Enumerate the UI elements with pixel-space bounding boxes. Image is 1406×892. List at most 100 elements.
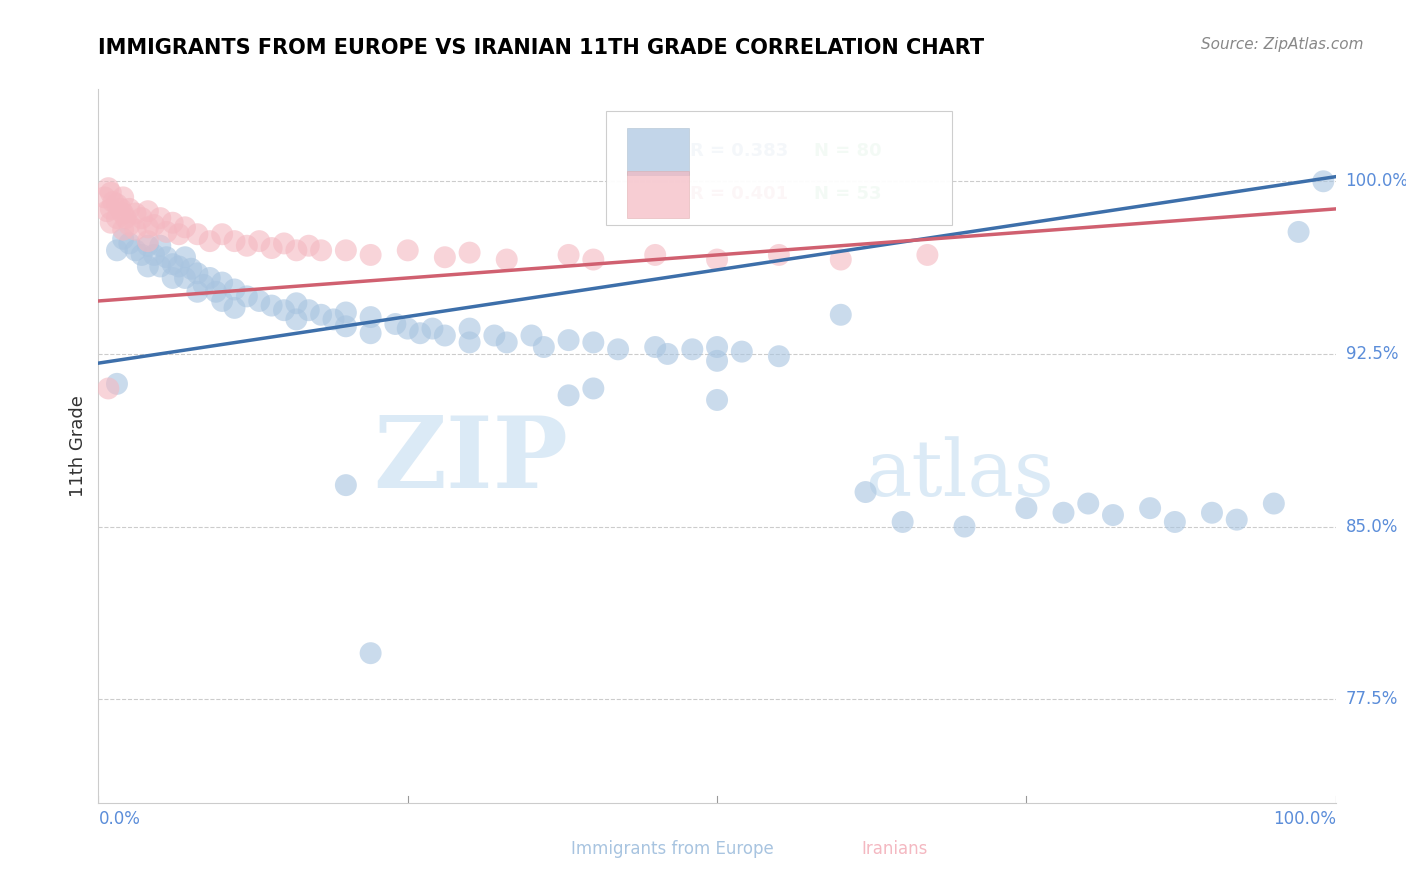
Point bbox=[433, 328, 456, 343]
Point bbox=[110, 202, 132, 216]
Point bbox=[768, 349, 790, 363]
Point bbox=[97, 181, 120, 195]
Point bbox=[103, 194, 125, 209]
FancyBboxPatch shape bbox=[806, 838, 860, 862]
Point bbox=[1312, 174, 1334, 188]
Point bbox=[1102, 508, 1125, 522]
Point bbox=[384, 317, 406, 331]
Point bbox=[917, 248, 939, 262]
Point bbox=[706, 354, 728, 368]
Point bbox=[706, 340, 728, 354]
Point bbox=[953, 519, 976, 533]
Point bbox=[309, 244, 332, 258]
Point bbox=[582, 381, 605, 395]
Text: ZIP: ZIP bbox=[374, 412, 568, 508]
Point bbox=[162, 216, 184, 230]
Point bbox=[582, 252, 605, 267]
Point bbox=[174, 220, 197, 235]
Point bbox=[247, 234, 270, 248]
Text: 92.5%: 92.5% bbox=[1346, 345, 1398, 363]
Point bbox=[681, 343, 703, 357]
Point bbox=[285, 312, 308, 326]
Point bbox=[236, 289, 259, 303]
FancyBboxPatch shape bbox=[516, 838, 569, 862]
Point bbox=[731, 344, 754, 359]
Point bbox=[644, 248, 666, 262]
Point bbox=[706, 392, 728, 407]
Point bbox=[396, 244, 419, 258]
Point bbox=[495, 252, 517, 267]
Point bbox=[124, 206, 146, 220]
Point bbox=[335, 319, 357, 334]
Point bbox=[396, 321, 419, 335]
Point bbox=[100, 202, 122, 216]
Point bbox=[260, 299, 283, 313]
Point bbox=[520, 328, 543, 343]
Point bbox=[100, 186, 122, 200]
Point bbox=[360, 646, 382, 660]
Point bbox=[433, 250, 456, 264]
Point bbox=[180, 261, 202, 276]
Point bbox=[1164, 515, 1187, 529]
Point bbox=[247, 293, 270, 308]
Point bbox=[335, 305, 357, 319]
Point bbox=[211, 227, 233, 242]
Text: 100.0%: 100.0% bbox=[1272, 810, 1336, 828]
Point bbox=[458, 245, 481, 260]
Point bbox=[136, 234, 159, 248]
Point bbox=[118, 202, 141, 216]
Point bbox=[495, 335, 517, 350]
Text: 0.0%: 0.0% bbox=[98, 810, 141, 828]
Text: R = 0.383: R = 0.383 bbox=[690, 143, 789, 161]
Point bbox=[149, 260, 172, 274]
Point bbox=[105, 376, 128, 391]
Text: IMMIGRANTS FROM EUROPE VS IRANIAN 11TH GRADE CORRELATION CHART: IMMIGRANTS FROM EUROPE VS IRANIAN 11TH G… bbox=[98, 38, 984, 58]
Point bbox=[607, 343, 630, 357]
Text: Iranians: Iranians bbox=[862, 840, 928, 858]
Point bbox=[112, 206, 135, 220]
Point bbox=[533, 340, 555, 354]
Point bbox=[768, 248, 790, 262]
FancyBboxPatch shape bbox=[606, 111, 952, 225]
Point bbox=[105, 197, 128, 211]
Point bbox=[162, 271, 184, 285]
Point bbox=[198, 271, 221, 285]
Point bbox=[149, 211, 172, 226]
Point bbox=[273, 236, 295, 251]
Point bbox=[557, 333, 579, 347]
Point bbox=[167, 227, 190, 242]
Point bbox=[1052, 506, 1074, 520]
Point bbox=[193, 277, 215, 292]
Point bbox=[124, 222, 146, 236]
Point bbox=[1226, 513, 1249, 527]
Point bbox=[136, 238, 159, 252]
Point bbox=[136, 220, 159, 235]
Point bbox=[118, 218, 141, 232]
Point bbox=[136, 204, 159, 219]
Point bbox=[855, 485, 877, 500]
Point bbox=[582, 335, 605, 350]
FancyBboxPatch shape bbox=[627, 171, 689, 218]
Point bbox=[105, 211, 128, 226]
Point bbox=[224, 301, 246, 315]
Point bbox=[891, 515, 914, 529]
Point bbox=[131, 211, 153, 226]
Point bbox=[149, 238, 172, 252]
Point bbox=[1139, 501, 1161, 516]
Point bbox=[458, 335, 481, 350]
Text: 77.5%: 77.5% bbox=[1346, 690, 1398, 708]
Text: R = 0.401: R = 0.401 bbox=[690, 186, 787, 203]
Point bbox=[298, 238, 321, 252]
Point bbox=[112, 222, 135, 236]
Point bbox=[186, 266, 208, 280]
Point bbox=[260, 241, 283, 255]
Point bbox=[1201, 506, 1223, 520]
Point bbox=[112, 190, 135, 204]
Point bbox=[155, 250, 177, 264]
Point bbox=[644, 340, 666, 354]
Point bbox=[124, 244, 146, 258]
Point bbox=[335, 478, 357, 492]
Point bbox=[224, 283, 246, 297]
Point bbox=[360, 248, 382, 262]
Point bbox=[93, 190, 115, 204]
